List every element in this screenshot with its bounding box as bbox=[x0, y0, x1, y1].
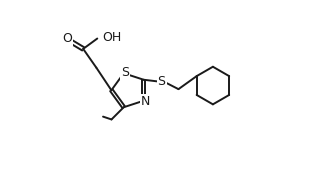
Text: O: O bbox=[62, 32, 72, 45]
Text: OH: OH bbox=[103, 30, 122, 44]
Text: S: S bbox=[121, 66, 129, 79]
Text: S: S bbox=[157, 75, 166, 88]
Text: N: N bbox=[141, 95, 150, 108]
